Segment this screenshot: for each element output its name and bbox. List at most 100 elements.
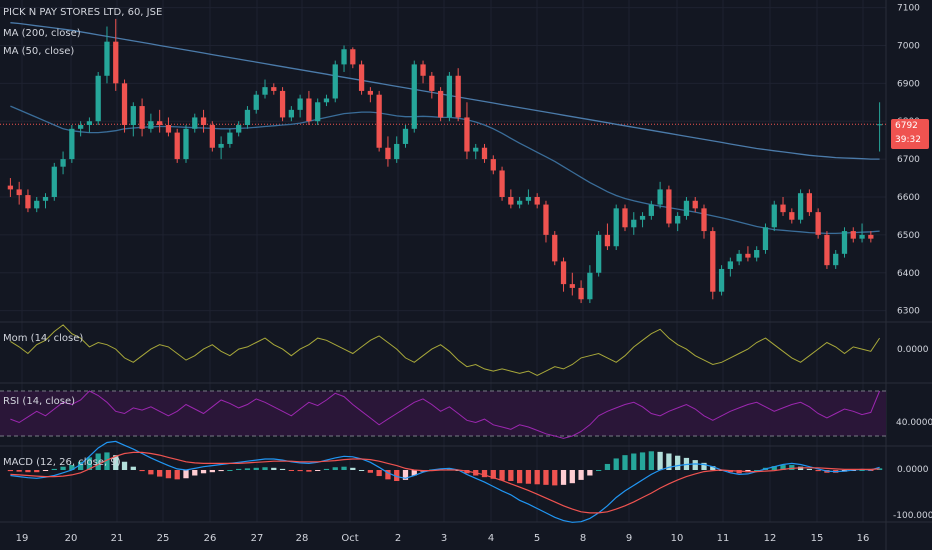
- candle-body: [139, 106, 145, 129]
- candle-body: [806, 193, 813, 213]
- candle-body: [77, 125, 84, 129]
- macd-histogram-bar: [113, 455, 119, 470]
- macd-histogram-bar: [192, 470, 198, 476]
- macd-histogram-bar: [183, 470, 189, 479]
- candle-body: [113, 41, 119, 84]
- candle-body: [596, 234, 602, 273]
- time-axis-label: 3: [441, 533, 447, 544]
- macd-histogram-bar: [446, 468, 453, 470]
- candle-body: [394, 143, 400, 160]
- candle-body: [727, 261, 733, 269]
- price-tick-label: 7000: [897, 41, 920, 51]
- candle-body: [683, 200, 690, 216]
- candle-body: [411, 64, 417, 129]
- candle-body: [157, 121, 163, 126]
- candle-body: [534, 196, 540, 205]
- candle-body: [16, 189, 22, 196]
- macd-histogram-bar: [604, 463, 611, 470]
- macd-histogram-bar: [34, 470, 40, 473]
- mom-axis-value: 0.0000: [897, 345, 929, 355]
- time-axis-label: 21: [111, 533, 124, 544]
- macd-histogram-bar: [701, 462, 707, 470]
- candle-body: [859, 234, 865, 239]
- candle-body: [710, 231, 716, 292]
- time-axis-label: 12: [764, 533, 777, 544]
- macd-histogram-bar: [95, 453, 101, 470]
- macd-histogram-bar: [385, 470, 391, 480]
- candle-body: [850, 231, 856, 239]
- candle-body: [701, 208, 707, 232]
- candle-body: [130, 106, 136, 126]
- candle-body: [86, 121, 93, 126]
- macd-histogram-bar: [394, 470, 400, 481]
- candle-body: [358, 64, 365, 91]
- rsi-axis-value: 40.0000: [896, 418, 932, 428]
- macd-histogram-bar: [323, 468, 330, 470]
- candle-body: [148, 121, 154, 129]
- candle-body: [824, 234, 830, 266]
- macd-histogram-bar: [306, 470, 312, 472]
- price-tick-label: 7100: [897, 4, 920, 14]
- candle-body: [271, 87, 277, 91]
- candle-body: [323, 98, 330, 103]
- macd-histogram-bar: [569, 470, 575, 484]
- macd-histogram-bar: [596, 470, 602, 471]
- candle-body: [868, 234, 874, 239]
- macd-histogram-bar: [350, 467, 356, 470]
- macd-histogram-bar: [587, 470, 593, 476]
- macd-pane-title[interactable]: MACD (12, 26, close, 9): [3, 457, 121, 468]
- macd-histogram-bar: [481, 470, 488, 478]
- ma200-line: [10, 22, 880, 160]
- macd-histogram-bar: [376, 470, 382, 477]
- macd-histogram-bar: [288, 470, 294, 471]
- macd-histogram-bar: [42, 470, 49, 471]
- macd-histogram-bar: [148, 470, 154, 475]
- candle-body: [218, 143, 224, 148]
- candle-body: [183, 128, 189, 160]
- price-tick-label: 6700: [897, 155, 920, 165]
- macd-histogram-bar: [271, 467, 277, 470]
- candle-body: [95, 75, 101, 122]
- candle-body: [692, 200, 698, 209]
- macd-histogram-bar: [675, 455, 681, 470]
- macd-histogram-bar: [490, 470, 496, 479]
- macd-axis-zero: 0.0000: [897, 465, 929, 475]
- candle-body: [516, 200, 523, 205]
- candle-body: [262, 87, 268, 95]
- last-price-tag: 6792 39:32: [891, 119, 929, 149]
- candle-body: [771, 204, 777, 228]
- symbol-title: PICK N PAY STORES LTD, 60, JSE: [3, 7, 163, 18]
- candle-body: [121, 83, 128, 126]
- candle-body: [508, 196, 514, 205]
- macd-histogram-bar: [227, 470, 233, 471]
- ma50-legend[interactable]: MA (50, close): [3, 46, 75, 57]
- time-axis-label: 20: [65, 533, 78, 544]
- ma200-legend[interactable]: MA (200, close): [3, 28, 81, 39]
- macd-histogram-bar: [7, 470, 14, 472]
- candle-body: [200, 117, 207, 126]
- macd-histogram-bar: [297, 470, 303, 472]
- last-price-value: 6792: [895, 121, 918, 131]
- macd-histogram-bar: [692, 460, 698, 470]
- candle-body: [631, 219, 637, 228]
- time-axis-label: 10: [671, 533, 684, 544]
- candle-body: [315, 102, 321, 122]
- time-axis-label: 25: [157, 533, 170, 544]
- macd-histogram-bar: [543, 470, 549, 485]
- candle-body: [718, 268, 725, 292]
- rsi-pane-title[interactable]: RSI (14, close): [3, 396, 76, 407]
- candle-body: [385, 147, 391, 160]
- macd-histogram-bar: [639, 452, 646, 470]
- macd-histogram-bar: [104, 452, 110, 470]
- macd-histogram-bar: [244, 468, 251, 470]
- candle-body: [192, 117, 198, 129]
- candle-body: [367, 90, 374, 95]
- price-tick-label: 6400: [897, 269, 920, 279]
- candle-body: [736, 253, 742, 262]
- candle-body: [560, 261, 567, 285]
- candle-body: [60, 159, 66, 167]
- mom-pane-title[interactable]: Mom (14, close): [3, 333, 84, 344]
- time-axis-label: 27: [251, 533, 264, 544]
